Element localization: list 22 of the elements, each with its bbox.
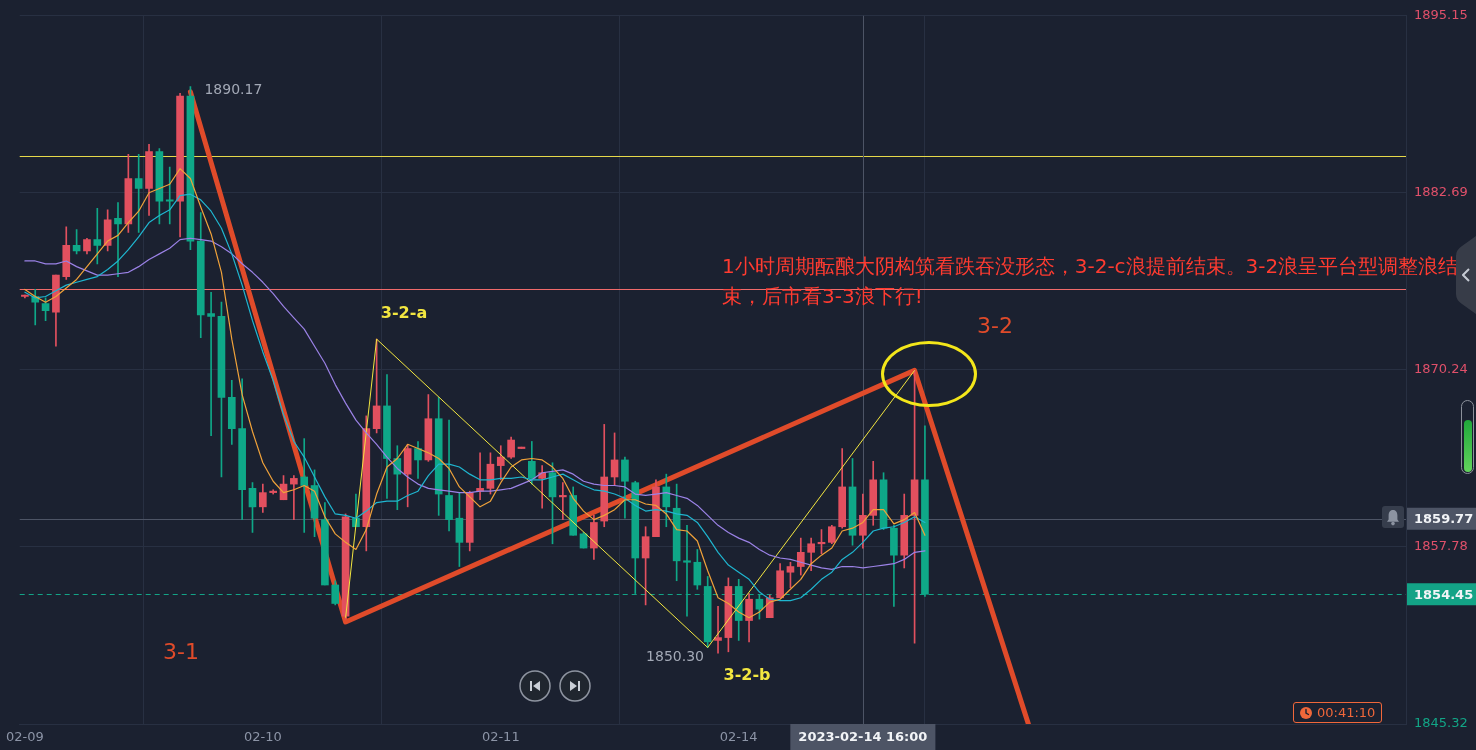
x-tick-label: 02-10 [243,729,282,745]
y-tick-label: 1882.69 [1414,184,1468,200]
annotation: 00:41:10 [1317,705,1376,720]
annotation: 3-2-b [723,665,771,684]
y-tick-label: 1845.32 [1414,715,1468,731]
ref-line-label: 1854.45 [1414,586,1474,602]
y-tick-label: 1870.24 [1414,361,1468,377]
x-tick-label: 2023-02-14 16:00 [798,729,928,745]
candlestick [165,166,174,225]
timer-box: 00:41:10 [1293,702,1383,723]
annotation: 3-2-a [380,303,428,322]
annotation: 1890.17 [204,81,263,98]
annotation: 1小时周期酝酿大阴构筑看跌吞没形态，3-2-c浪提前结束。3-2浪呈平台型调整浪结束，后市看3-3浪下行! [722,253,1460,310]
y-tick-label: 1857.78 [1414,538,1468,554]
annotation: 1850.30 [646,647,705,664]
x-tick-label: 02-09 [6,729,44,745]
annotation: 3-2 [977,313,1013,338]
ref-line-label: 1859.77 [1414,511,1474,527]
annotation: 3-1 [163,639,199,664]
x-tick-label: 02-11 [481,729,520,745]
y-tick-label: 1895.15 [1414,7,1468,23]
x-tick-label: 02-14 [719,729,758,745]
